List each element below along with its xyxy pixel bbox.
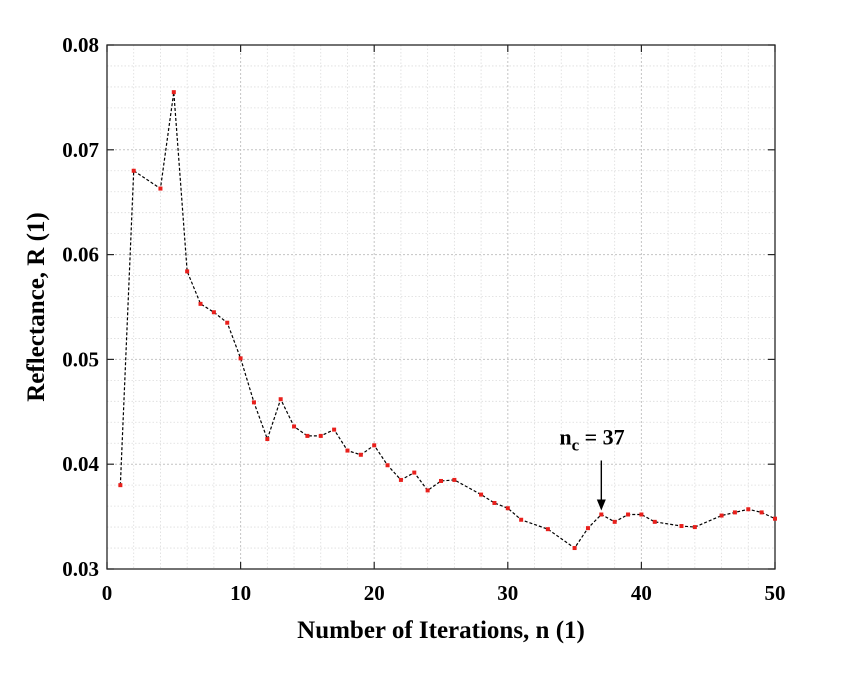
data-point <box>292 424 297 429</box>
data-point <box>572 546 577 551</box>
data-point <box>358 452 363 457</box>
data-point <box>505 506 510 511</box>
x-tick-labels: 0 10 20 30 40 50 <box>102 581 786 605</box>
x-tick-label: 10 <box>230 581 251 605</box>
y-tick-label: 0.08 <box>62 33 99 57</box>
data-point <box>519 517 524 522</box>
plot-area-frame <box>106 44 776 570</box>
data-point <box>238 356 243 361</box>
data-point <box>599 512 604 517</box>
reflectance-markers <box>118 90 777 551</box>
y-tick-label: 0.07 <box>62 138 99 162</box>
data-point <box>679 524 684 529</box>
y-tick-labels: 0.03 0.04 0.05 0.06 0.07 0.08 <box>62 33 99 581</box>
annotation-value: = 37 <box>579 425 625 450</box>
data-point <box>265 437 270 442</box>
data-point <box>385 463 390 468</box>
y-tick-label: 0.04 <box>62 452 99 476</box>
y-tick-label: 0.03 <box>62 557 99 581</box>
data-point <box>305 433 310 438</box>
data-point <box>492 500 497 505</box>
data-point <box>626 512 631 517</box>
data-point <box>225 320 230 325</box>
annotation-n: n <box>559 425 571 450</box>
annotation-label: nc = 37 <box>559 425 624 455</box>
data-point <box>332 427 337 432</box>
data-point <box>612 519 617 524</box>
y-axis-title: Reflectance, R (1) <box>23 212 50 402</box>
data-point <box>158 186 163 191</box>
data-point <box>412 470 417 475</box>
x-axis-title: Number of Iterations, n (1) <box>297 617 585 644</box>
data-point <box>198 301 203 306</box>
data-point <box>251 400 256 405</box>
x-tick-label: 40 <box>631 581 652 605</box>
data-point <box>692 525 697 530</box>
data-point <box>652 519 657 524</box>
x-tick-label: 0 <box>102 581 113 605</box>
data-point <box>278 397 283 402</box>
annotation-subscript: c <box>572 436 580 455</box>
minor-grid <box>107 45 775 569</box>
data-point <box>318 433 323 438</box>
data-point <box>719 513 724 518</box>
nc-annotation: nc = 37 <box>559 425 625 511</box>
data-point <box>345 448 350 453</box>
data-point <box>759 510 764 515</box>
data-point <box>479 492 484 497</box>
data-point <box>131 168 136 173</box>
data-point <box>746 507 751 512</box>
data-point <box>398 477 403 482</box>
axis-ticks <box>106 44 776 570</box>
data-point <box>425 488 430 493</box>
y-tick-label: 0.06 <box>62 243 99 267</box>
data-point <box>732 510 737 515</box>
data-point <box>185 269 190 274</box>
x-tick-label: 30 <box>497 581 518 605</box>
data-point <box>585 526 590 531</box>
data-point <box>639 512 644 517</box>
data-point <box>439 478 443 483</box>
data-point <box>118 483 123 488</box>
y-tick-label: 0.05 <box>62 347 99 371</box>
annotation-arrow-head <box>596 499 606 511</box>
reflectance-series-line <box>119 92 776 549</box>
data-point <box>211 310 216 315</box>
data-point <box>171 90 176 95</box>
data-point <box>452 477 457 482</box>
data-point <box>773 516 777 521</box>
data-point <box>545 527 550 532</box>
x-tick-label: 50 <box>765 581 786 605</box>
data-point <box>372 443 377 448</box>
x-tick-label: 20 <box>364 581 385 605</box>
